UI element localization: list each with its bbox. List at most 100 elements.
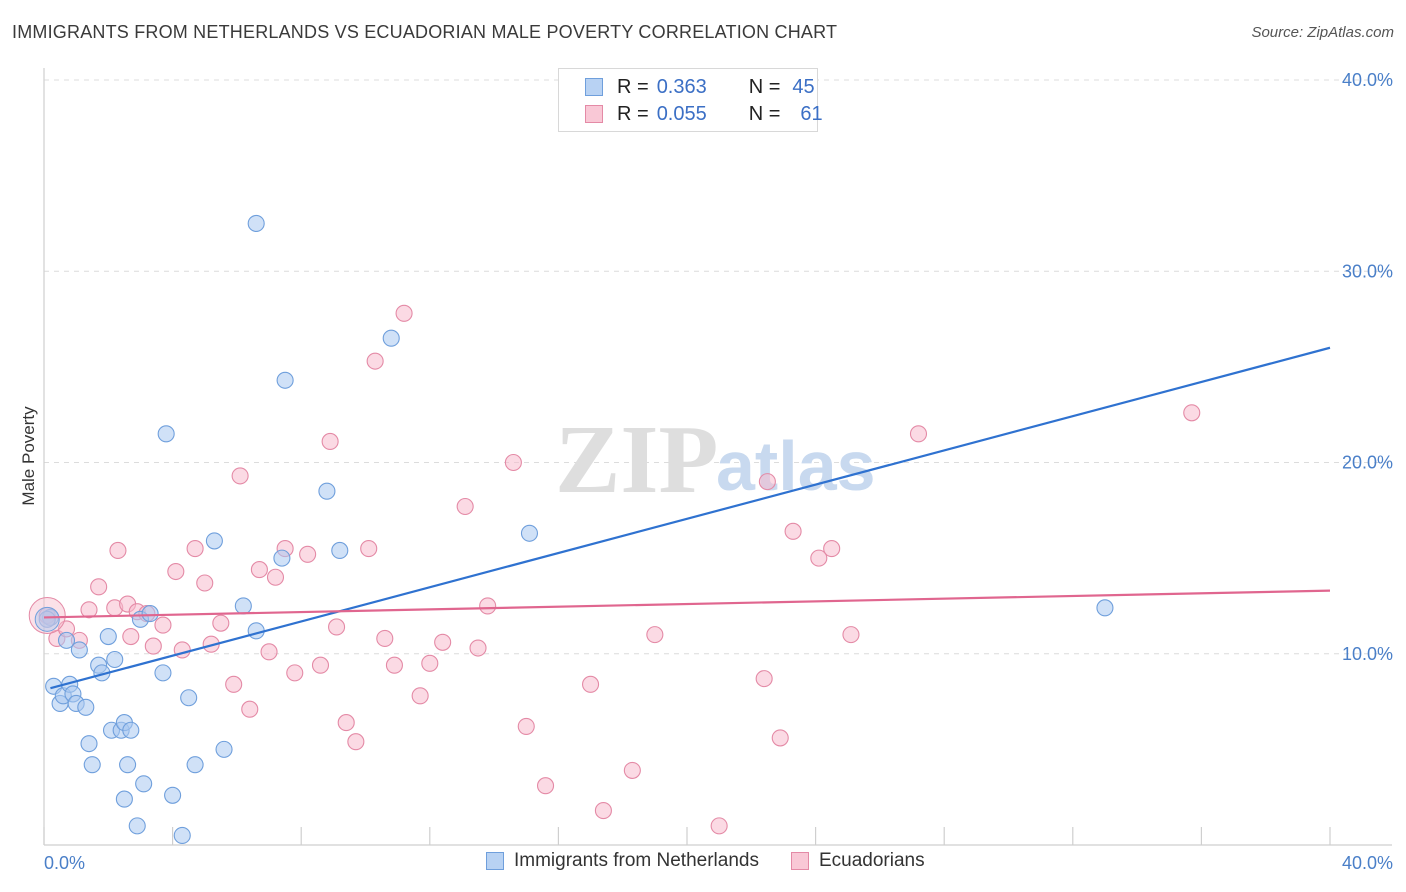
point-netherlands — [141, 605, 159, 623]
series-swatch-blue — [486, 852, 504, 870]
point-ecuadorians — [710, 817, 728, 835]
legend-r-label: R = — [617, 102, 649, 125]
point-netherlands — [520, 524, 539, 542]
point-netherlands — [234, 597, 252, 615]
point-ecuadorians — [536, 777, 555, 795]
point-ecuadorians — [266, 568, 285, 586]
legend-n-label: N = — [748, 75, 781, 98]
trend-line-ecuadorians — [43, 589, 1331, 619]
legend-row-ecuadorians: R = 0.055 N = 61 — [585, 101, 823, 127]
point-ecuadorians — [581, 675, 600, 693]
point-netherlands — [157, 425, 175, 443]
point-ecuadorians — [479, 597, 497, 615]
point-netherlands-large — [34, 606, 60, 632]
point-netherlands — [318, 482, 336, 500]
point-netherlands — [180, 689, 198, 707]
point-ecuadorians — [842, 626, 860, 644]
point-ecuadorians — [90, 578, 108, 596]
legend-r-value: 0.363 — [656, 75, 707, 98]
y-tick-label: 10.0% — [1342, 644, 1393, 664]
point-netherlands — [135, 775, 153, 793]
point-ecuadorians — [395, 304, 413, 322]
point-ecuadorians — [376, 629, 394, 648]
trend-lines — [43, 346, 1331, 690]
point-ecuadorians — [321, 432, 339, 451]
y-tick-label: 20.0% — [1342, 453, 1393, 473]
point-ecuadorians — [909, 425, 928, 443]
legend-n-label: N = — [748, 102, 781, 125]
watermark-zip: ZIP — [555, 406, 718, 514]
point-ecuadorians — [1183, 404, 1201, 422]
point-ecuadorians — [109, 541, 127, 560]
point-ecuadorians — [623, 761, 641, 779]
point-ecuadorians — [823, 540, 841, 558]
point-ecuadorians — [366, 352, 384, 370]
series-label-netherlands: Immigrants from Netherlands — [514, 850, 759, 871]
point-netherlands — [57, 631, 76, 649]
legend-row-netherlands: R = 0.363 N = 45 — [585, 74, 815, 100]
series-swatch-pink — [790, 852, 809, 870]
point-ecuadorians — [411, 687, 429, 705]
point-netherlands — [106, 650, 124, 669]
point-ecuadorians — [311, 656, 330, 674]
point-ecuadorians — [646, 626, 664, 644]
point-ecuadorians — [385, 656, 403, 674]
point-ecuadorians — [299, 545, 317, 563]
point-netherlands — [247, 622, 265, 640]
x-tick-label-min: 0.0% — [44, 853, 85, 873]
point-ecuadorians — [122, 627, 140, 646]
legend-swatch-pink — [585, 105, 603, 123]
point-ecuadorians — [456, 497, 474, 516]
point-ecuadorians — [241, 700, 259, 718]
legend-r-value: 0.055 — [656, 102, 707, 125]
point-netherlands — [247, 214, 265, 232]
y-tick-label: 30.0% — [1342, 261, 1393, 281]
y-tick-label: 40.0% — [1342, 70, 1393, 90]
point-netherlands — [186, 756, 204, 774]
point-ecuadorians — [347, 733, 365, 751]
series-label-ecuadorians: Ecuadorians — [818, 850, 925, 871]
trend-line-netherlands — [50, 346, 1331, 690]
point-ecuadorians — [758, 473, 776, 491]
point-netherlands — [83, 756, 101, 774]
point-netherlands — [331, 541, 349, 560]
legend-n-value: 61 — [800, 102, 823, 125]
point-ecuadorians — [360, 540, 378, 558]
point-ecuadorians — [337, 714, 355, 732]
point-netherlands — [205, 532, 223, 550]
point-ecuadorians — [434, 633, 452, 651]
series-legend-netherlands: Immigrants from Netherlands — [486, 850, 759, 872]
watermark: ZIP atlas — [555, 406, 876, 514]
point-netherlands — [154, 664, 172, 682]
point-ecuadorians — [196, 574, 214, 592]
point-netherlands — [99, 627, 117, 646]
axes — [43, 68, 1392, 846]
point-ecuadorians-large — [28, 597, 66, 634]
point-netherlands — [276, 371, 294, 389]
grid-lines — [44, 79, 1392, 655]
point-netherlands — [70, 641, 88, 659]
correlation-legend: R = 0.363 N = 45 R = 0.055 N = 61 — [558, 68, 823, 132]
y-axis-label: Male Poverty — [19, 406, 38, 506]
point-ecuadorians — [186, 540, 204, 558]
point-netherlands — [77, 698, 95, 716]
point-netherlands — [1096, 599, 1114, 617]
point-ecuadorians — [286, 664, 304, 682]
source-label: Source: ZipAtlas.com — [1251, 24, 1394, 41]
legend-swatch-blue — [585, 78, 603, 96]
series-legend-ecuadorians: Ecuadorians — [790, 850, 925, 872]
watermark-atlas: atlas — [716, 427, 876, 505]
legend-n-value: 45 — [792, 75, 815, 98]
point-ecuadorians — [517, 717, 535, 735]
point-ecuadorians — [167, 562, 185, 581]
point-netherlands — [80, 735, 98, 753]
point-netherlands — [273, 549, 291, 567]
series-legend: Immigrants from Netherlands Ecuadorians — [486, 850, 957, 872]
point-netherlands — [128, 817, 146, 835]
point-ecuadorians — [771, 729, 789, 747]
point-ecuadorians — [231, 467, 249, 485]
point-ecuadorians — [154, 616, 172, 634]
point-ecuadorians — [421, 654, 439, 672]
point-ecuadorians — [594, 802, 612, 820]
